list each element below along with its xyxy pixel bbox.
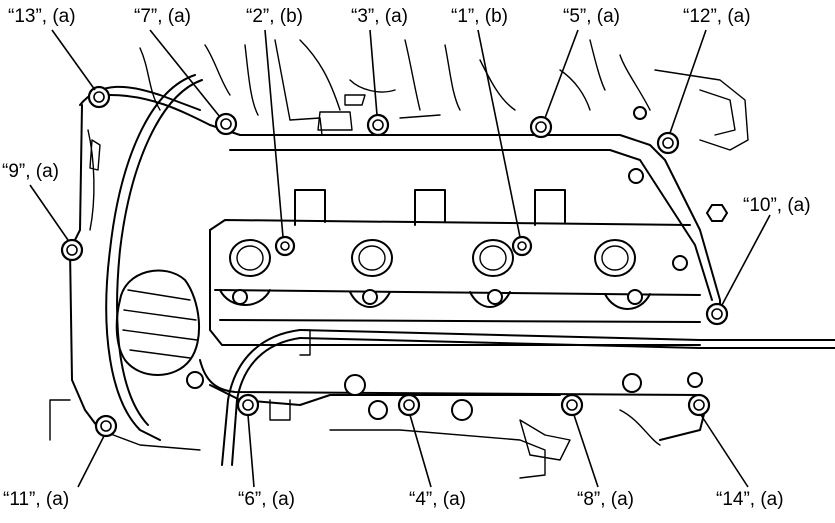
spark-plug-holes — [229, 239, 636, 277]
misc-studs — [186, 106, 729, 421]
bolt-8-icon — [560, 393, 584, 417]
bolt-3-icon — [366, 113, 390, 137]
leader-7 — [149, 29, 221, 118]
bolt-1-icon — [511, 235, 533, 257]
leader-4 — [409, 414, 432, 488]
bolt-14-icon — [687, 393, 711, 417]
leader-3 — [369, 29, 378, 116]
bolt-5-icon — [529, 115, 553, 139]
callout-12: “12”, (a) — [683, 6, 751, 27]
leader-11 — [77, 435, 105, 488]
leader-1 — [477, 29, 521, 238]
leader-13 — [51, 29, 96, 91]
leader-2 — [264, 29, 284, 238]
bolt-10-icon — [705, 302, 729, 326]
bolt-4-icon — [397, 393, 421, 417]
leader-12 — [669, 29, 707, 134]
callout-10: “10”, (a) — [743, 195, 811, 216]
bolt-2-icon — [274, 235, 296, 257]
leader-lines — [29, 29, 771, 488]
leader-6 — [247, 414, 255, 488]
callout-7: “7”, (a) — [134, 6, 191, 27]
callout-6: “6”, (a) — [238, 489, 295, 510]
leader-14 — [700, 414, 749, 488]
timing-cover-outline — [49, 85, 211, 451]
bolt-12-icon — [656, 131, 680, 155]
callout-3: “3”, (a) — [351, 6, 408, 27]
leader-9 — [29, 184, 69, 241]
callout-8: “8”, (a) — [577, 489, 634, 510]
bolt-7-icon — [214, 112, 238, 136]
oil-filler-cap — [115, 269, 201, 376]
callout-11: “11”, (a) — [3, 489, 70, 510]
wire-harness — [105, 74, 835, 466]
callout-14: “14”, (a) — [716, 489, 784, 510]
bolt-11-icon — [94, 414, 118, 438]
intake-manifold-outline — [139, 39, 749, 151]
callout-2: “2”, (b) — [246, 6, 303, 27]
bolt-13-icon — [87, 85, 111, 109]
callout-1: “1”, (b) — [451, 6, 508, 27]
leader-5 — [544, 29, 579, 119]
callout-4: “4”, (a) — [409, 489, 466, 510]
leader-8 — [573, 414, 599, 488]
bolt-6-icon — [236, 393, 260, 417]
leader-10 — [721, 214, 771, 306]
callout-13: “13”, (a) — [8, 6, 76, 27]
bolts — [60, 85, 729, 438]
bolt-9-icon — [60, 238, 84, 262]
callout-9: “9”, (a) — [2, 161, 59, 182]
callout-5: “5”, (a) — [563, 6, 620, 27]
